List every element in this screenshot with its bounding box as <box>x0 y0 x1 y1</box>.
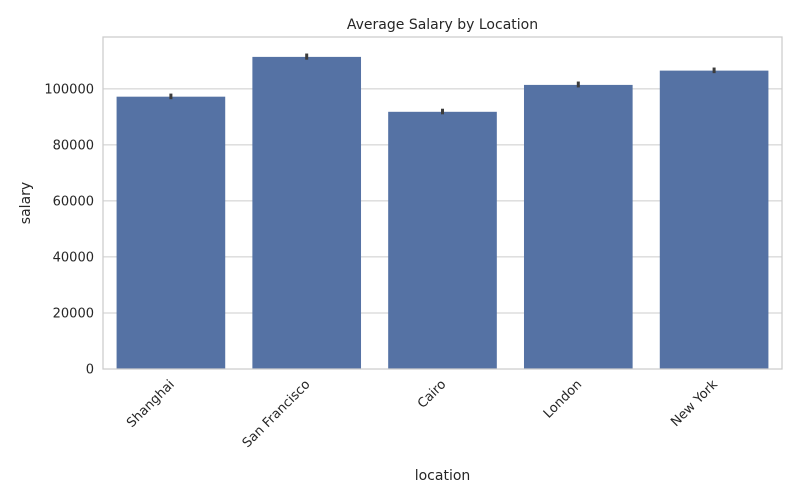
y-tick-labels: 0 20000 40000 60000 80000 100000 <box>44 82 94 377</box>
x-tick-label: San Francisco <box>240 377 314 451</box>
y-tick-label: 100000 <box>44 82 94 97</box>
plot-frame <box>102 36 783 370</box>
y-tick-label: 20000 <box>53 306 94 321</box>
error-bars-layer <box>169 53 716 115</box>
y-axis-title: salary <box>18 182 34 224</box>
bar <box>523 84 633 369</box>
bar <box>659 70 769 370</box>
chart-title: Average Salary by Location <box>347 17 538 33</box>
x-tick-label: New York <box>668 377 721 430</box>
y-tick-label: 80000 <box>53 138 94 153</box>
y-tick-label: 0 <box>86 363 94 378</box>
y-tick-label: 40000 <box>53 250 94 265</box>
bar <box>388 111 497 370</box>
x-tick-label: London <box>541 377 585 421</box>
x-tick-label: Cairo <box>415 377 449 411</box>
y-tick-label: 60000 <box>53 194 94 209</box>
bars-layer <box>116 56 769 370</box>
bar <box>252 56 362 370</box>
x-tick-label: Shanghai <box>124 377 178 431</box>
x-axis-title: location <box>415 468 471 484</box>
bar <box>116 96 226 369</box>
x-tick-labels: Shanghai San Francisco Cairo London New York <box>124 377 721 451</box>
